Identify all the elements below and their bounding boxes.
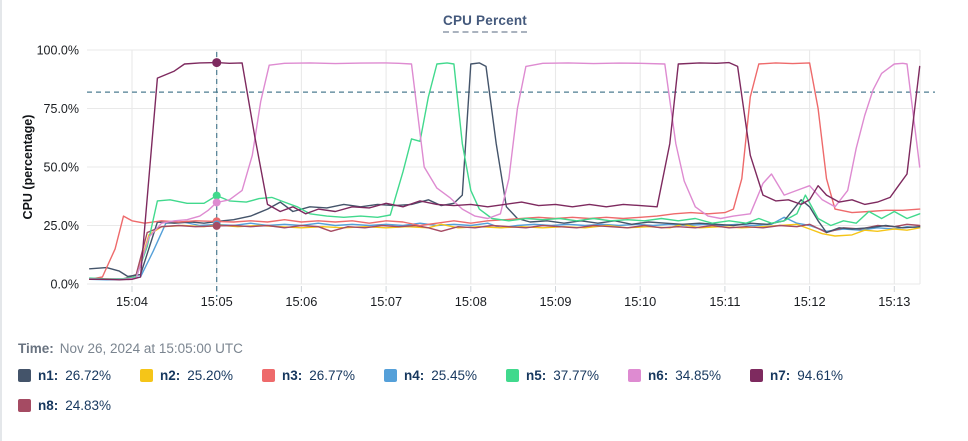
legend-value: 24.83% [65, 398, 112, 413]
legend-swatch-n5 [506, 369, 519, 382]
legend-swatch-n8 [18, 399, 31, 412]
time-row: Time: Nov 26, 2024 at 15:05:00 UTC [18, 341, 243, 356]
crosshair-marker-n8 [212, 221, 221, 230]
y-axis-label: CPU (percentage) [21, 115, 35, 220]
legend-value: 37.77% [553, 368, 600, 383]
legend-label: n7: [770, 368, 791, 383]
x-tick-label: 15:08 [455, 294, 487, 309]
legend-item-n1[interactable]: n1: 26.72% [18, 368, 140, 383]
time-value: Nov 26, 2024 at 15:05:00 UTC [59, 341, 243, 356]
crosshair-marker-n7 [212, 58, 222, 68]
chart-header: CPU Percent [2, 12, 968, 33]
series-line-n7 [88, 61, 921, 281]
legend-item-n5[interactable]: n5: 37.77% [506, 368, 628, 383]
legend-label: n6: [648, 368, 669, 383]
legend-item-n3[interactable]: n3: 26.77% [262, 368, 384, 383]
x-tick-label: 15:04 [116, 294, 148, 309]
x-tick-label: 15:09 [539, 294, 571, 309]
legend-label: n4: [404, 368, 425, 383]
y-tick-label: 100.0% [37, 44, 79, 58]
series-line-n2 [88, 223, 921, 280]
crosshair-marker-n5 [212, 191, 221, 200]
legend-value: 94.61% [797, 368, 844, 383]
y-tick-label: 25.0% [44, 219, 79, 233]
legend-value: 34.85% [675, 368, 722, 383]
series-line-n6 [88, 62, 921, 280]
legend-item-n2[interactable]: n2: 25.20% [140, 368, 262, 383]
legend-item-n4[interactable]: n4: 25.45% [384, 368, 506, 383]
y-tick-label: 0.0% [51, 278, 80, 292]
x-tick-label: 15:11 [709, 294, 740, 309]
y-tick-label: 75.0% [44, 102, 79, 116]
series-line-n8 [88, 223, 921, 280]
x-tick-label: 15:05 [201, 294, 233, 309]
cpu-chart-canvas[interactable]: 0.0% 25.0% 50.0% 75.0% 100.0% 15:04 15:05 15:06… [2, 0, 968, 322]
series-line-n3 [88, 62, 921, 280]
legend-swatch-n2 [140, 369, 153, 382]
legend-swatch-n7 [750, 369, 763, 382]
legend-item-n7[interactable]: n7: 94.61% [750, 368, 872, 383]
legend-value: 25.45% [431, 368, 478, 383]
legend-label: n5: [526, 368, 547, 383]
legend-label: n3: [282, 368, 303, 383]
legend-value: 26.72% [65, 368, 112, 383]
legend-swatch-n6 [628, 369, 641, 382]
crosshair-marker-n6 [212, 198, 221, 207]
x-tick-label: 15:07 [370, 294, 402, 309]
y-tick-label: 50.0% [44, 161, 79, 175]
series-line-n1 [88, 62, 921, 278]
legend-swatch-n1 [18, 369, 31, 382]
legend-value: 25.20% [187, 368, 234, 383]
legend-item-n8[interactable]: n8: 24.83% [18, 398, 140, 413]
legend-item-n6[interactable]: n6: 34.85% [628, 368, 750, 383]
legend-value: 26.77% [309, 368, 356, 383]
x-tick-label: 15:12 [794, 294, 826, 309]
time-label: Time: [18, 341, 54, 356]
x-tick-label: 15:13 [878, 294, 910, 309]
x-tick-label: 15:06 [285, 294, 317, 309]
legend-swatch-n3 [262, 369, 275, 382]
x-tick-label: 15:10 [624, 294, 656, 309]
legend-label: n1: [38, 368, 59, 383]
legend-label: n8: [38, 398, 59, 413]
chart-title[interactable]: CPU Percent [443, 13, 527, 33]
legend-label: n2: [160, 368, 181, 383]
legend-swatch-n4 [384, 369, 397, 382]
series-line-n5 [88, 62, 921, 280]
legend: n1: 26.72% n2: 25.20% n3: 26.77% n4: 25.45% n5: 3… [18, 368, 958, 428]
